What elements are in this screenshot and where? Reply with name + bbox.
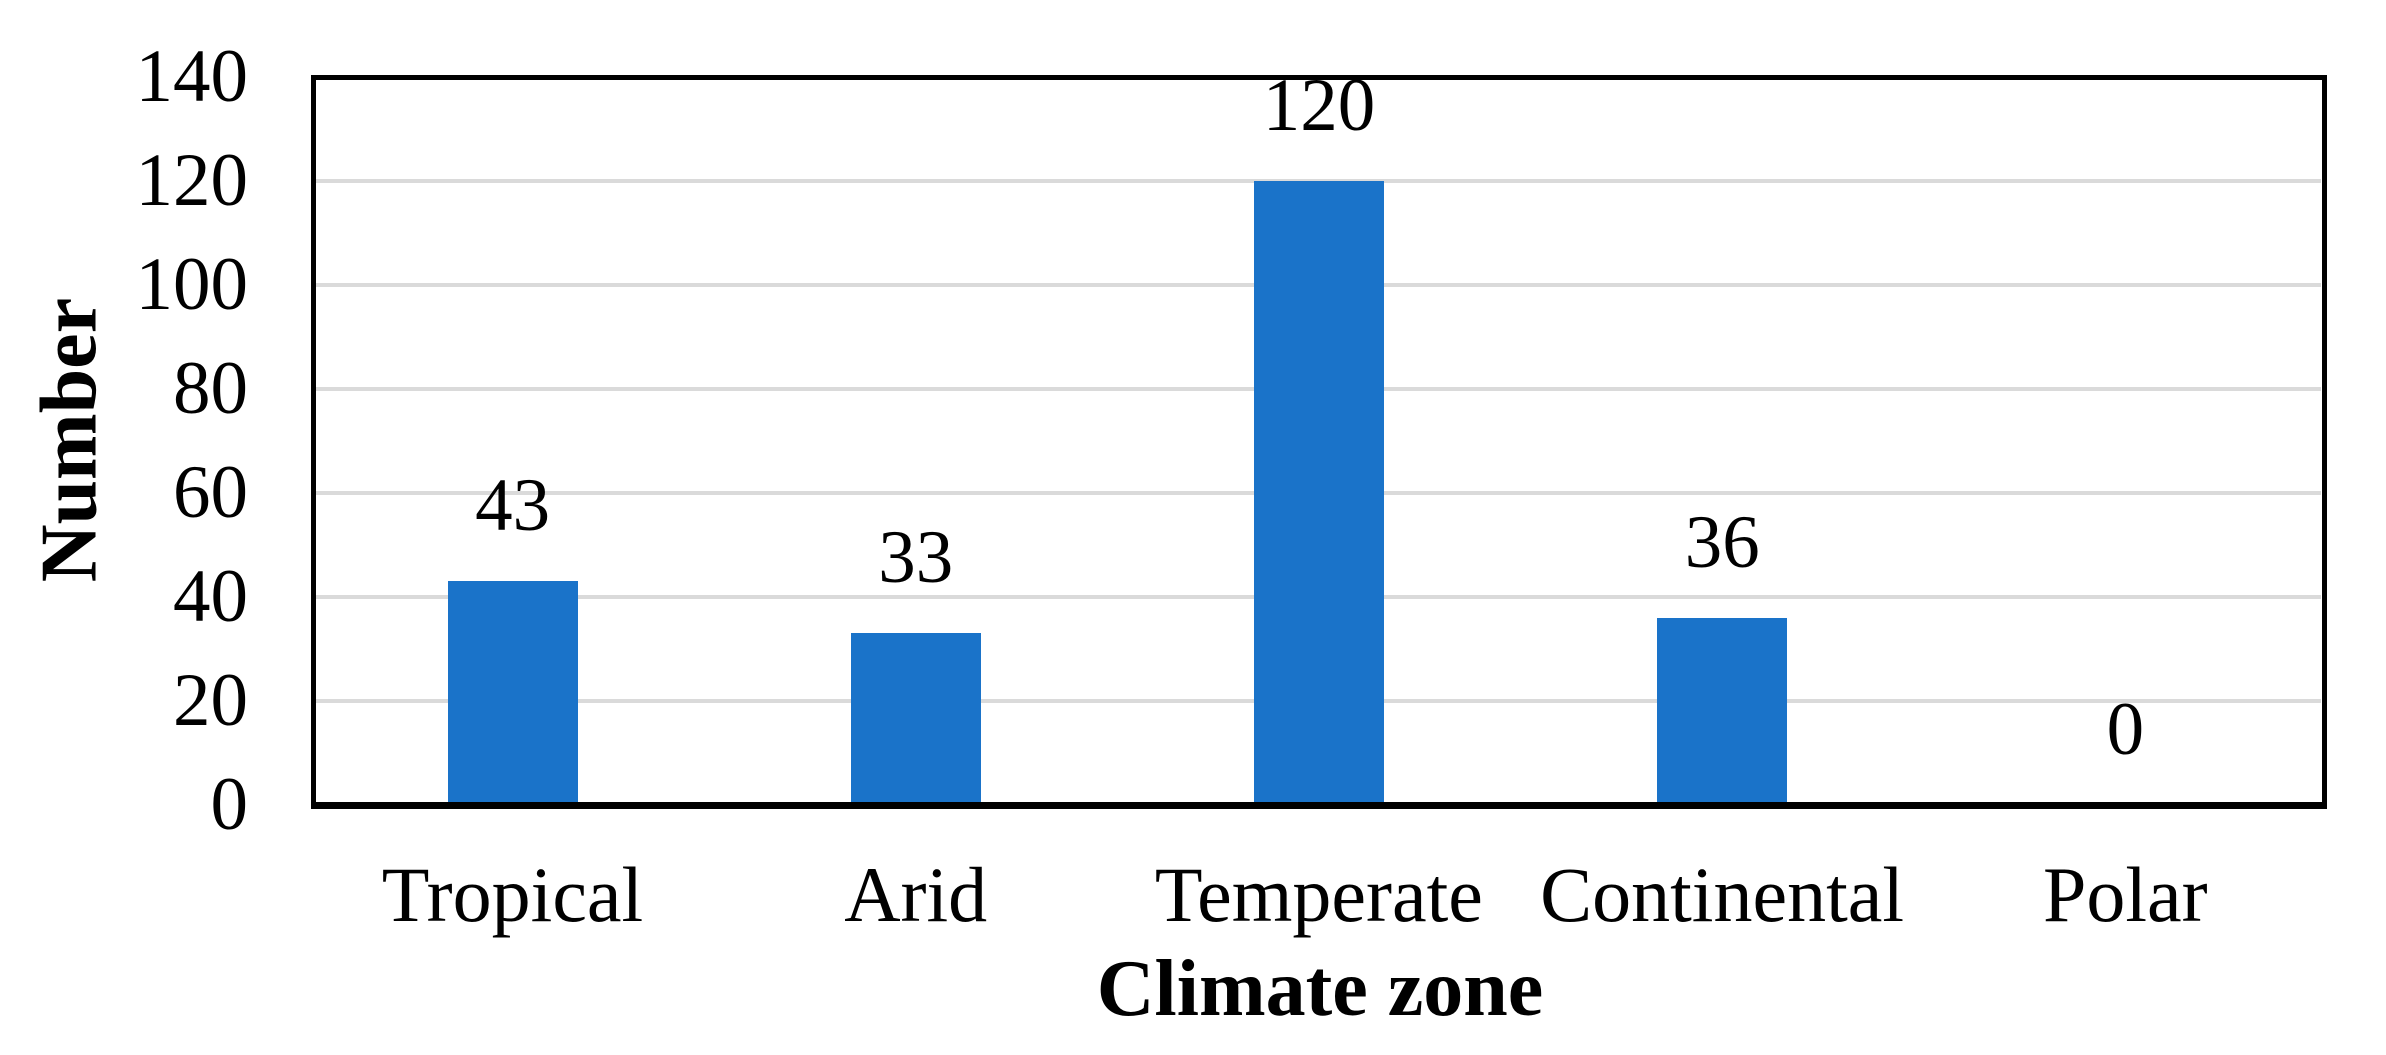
y-tick-label-40: 40 [173,555,248,638]
data-label-polar: 0 [2106,688,2145,771]
y-tick-label-60: 60 [173,451,248,534]
data-label-arid: 33 [878,516,954,600]
x-tick-label-continental: Continental [1540,851,1905,938]
x-axis-title: Climate zone [1096,945,1544,1033]
data-label-continental: 36 [1684,500,1760,584]
x-tick-label-arid: Arid [844,851,988,938]
x-tick-label-polar: Polar [2042,851,2208,938]
y-tick-label-80: 80 [173,347,248,430]
y-axis-title: Number [25,297,114,583]
data-label-tropical: 43 [475,464,551,548]
bar-arid [850,633,981,802]
data-label-temperate: 120 [1262,64,1376,147]
bar-tropical [447,581,578,802]
y-tick-label-0: 0 [210,763,249,846]
y-tick-label-120: 120 [135,139,249,222]
x-tick-label-tropical: Tropical [381,851,644,938]
y-tick-label-20: 20 [173,659,248,742]
y-tick-label-140: 140 [135,35,249,118]
x-tick-label-temperate: Temperate [1154,851,1483,938]
plot-area [311,75,2327,809]
bar-continental [1657,617,1788,802]
y-tick-label-100: 100 [135,243,249,326]
bar-temperate [1254,181,1384,802]
